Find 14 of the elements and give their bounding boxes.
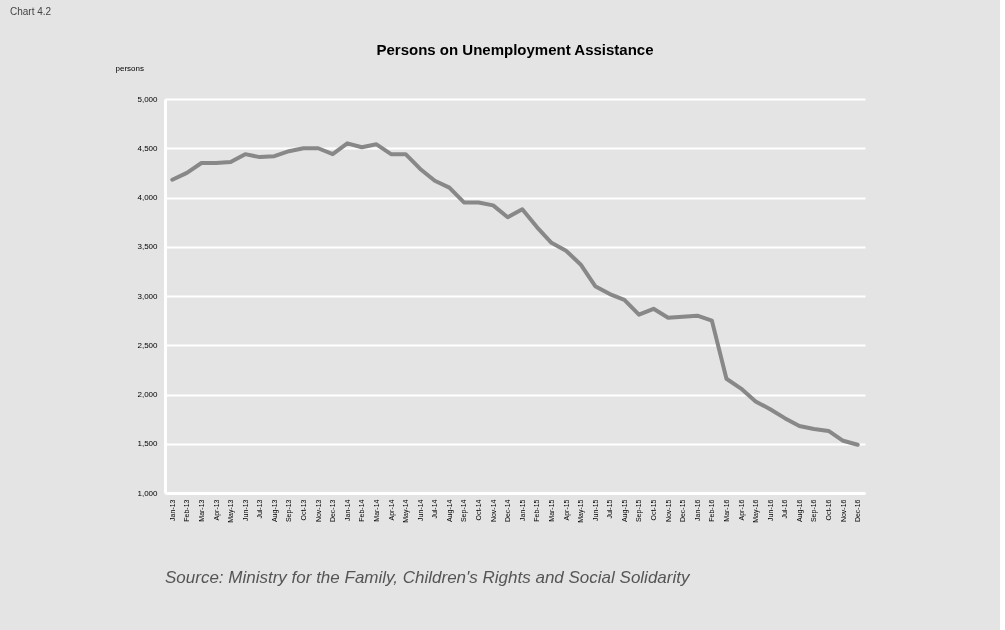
y-tick-label: 3,000: [137, 291, 159, 301]
y-tick-label: 2,500: [137, 340, 159, 350]
line-series: [170, 141, 860, 447]
chart-title: Persons on Unemployment Assistance: [376, 41, 654, 58]
y-tick-label: 4,000: [137, 193, 159, 202]
y-tick-label: 5,000: [137, 94, 159, 104]
y-axis-title: persons: [115, 63, 144, 73]
y-tick-label: 4,500: [137, 143, 159, 153]
y-tick-label: 3,500: [137, 242, 159, 252]
y-tick-label: 1,500: [137, 439, 159, 449]
y-tick-label: 2,000: [137, 390, 159, 399]
source-note: Source: Ministry for the Family, Children's Rights and Social Solidarity: [165, 568, 691, 587]
caption: Chart 4.2: [10, 6, 52, 17]
y-tick-label: 1,000: [137, 488, 159, 498]
